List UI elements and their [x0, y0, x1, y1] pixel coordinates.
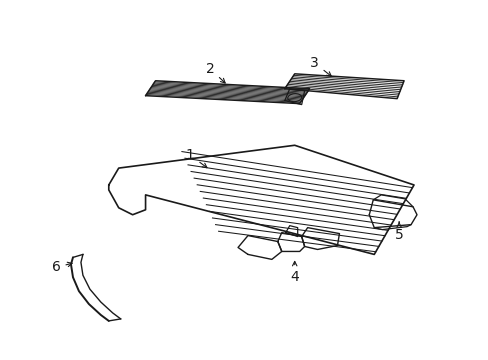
Text: 2: 2: [205, 62, 224, 83]
Text: 6: 6: [52, 260, 72, 274]
Text: 1: 1: [185, 148, 206, 168]
Text: 4: 4: [290, 261, 299, 284]
Text: 5: 5: [394, 222, 403, 242]
Text: 3: 3: [309, 56, 331, 76]
